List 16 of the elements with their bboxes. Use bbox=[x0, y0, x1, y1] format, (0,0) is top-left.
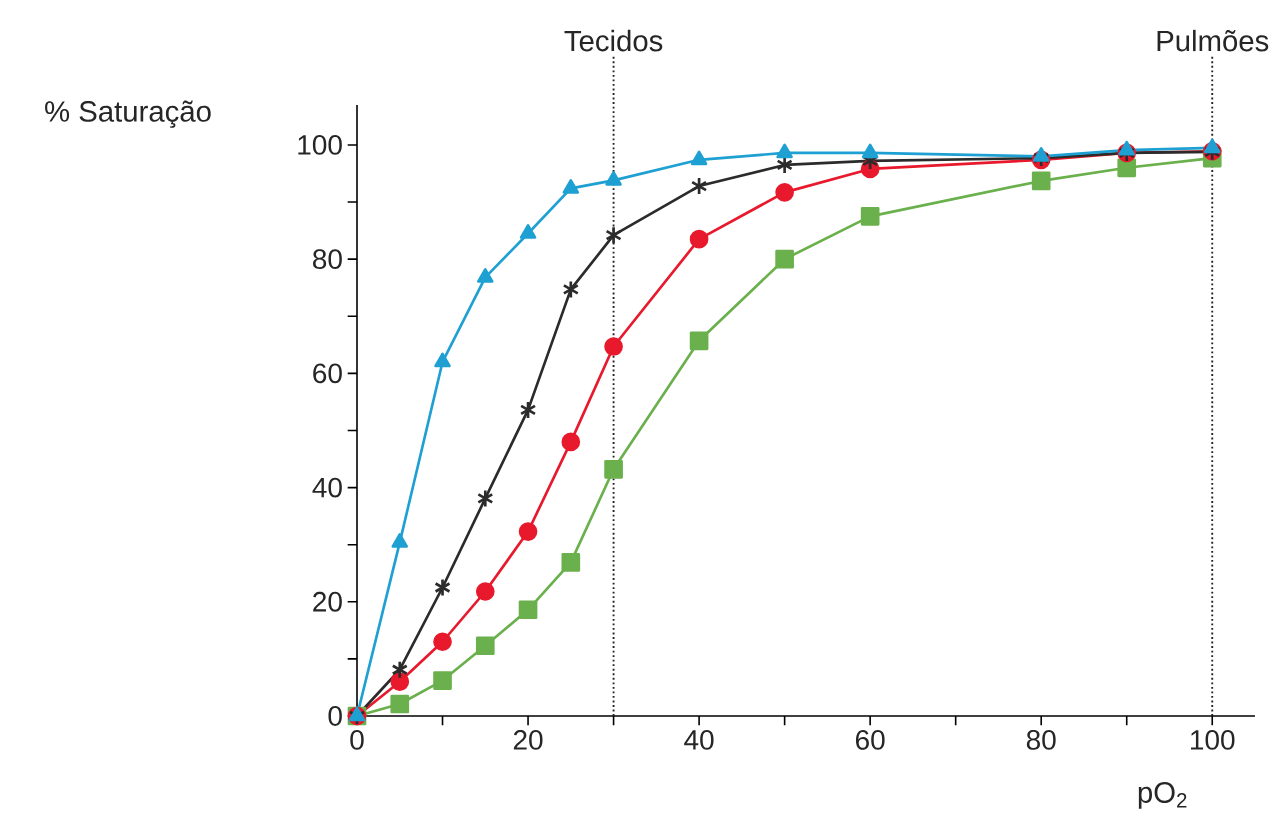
ref-line-label: Tecidos bbox=[564, 29, 663, 52]
x-tick-label: 80 bbox=[1026, 730, 1056, 750]
ref-line-label: Pulmões bbox=[1157, 29, 1269, 52]
x-tick-label: 20 bbox=[513, 730, 543, 750]
y-tick-label: 40 bbox=[312, 477, 342, 498]
y-tick-label: 100 bbox=[298, 135, 342, 155]
y-axis-title: % Saturação bbox=[45, 100, 211, 128]
y-tick-label: 80 bbox=[313, 249, 342, 270]
x-tick-label: 100 bbox=[1191, 730, 1235, 750]
y-tick-label: 0 bbox=[328, 706, 342, 726]
x-tick-label: 40 bbox=[684, 730, 714, 750]
y-tick-label: 60 bbox=[313, 363, 342, 384]
x-tick-label: 0 bbox=[350, 730, 364, 750]
x-axis-title: pO$_{2}$ bbox=[1138, 782, 1187, 809]
y-tick-label: 20 bbox=[313, 591, 342, 612]
x-tick-label: 60 bbox=[856, 730, 885, 750]
